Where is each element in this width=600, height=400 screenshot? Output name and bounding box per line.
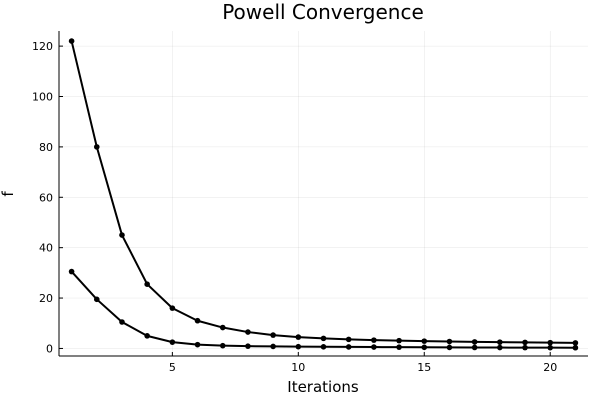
x-tick-label: 15 [417,361,431,374]
data-point [320,344,327,350]
tick-labels: 5 10 15 20 0 20 40 60 80 100 120 [32,40,557,374]
data-point [446,344,453,351]
data-point [421,344,428,351]
data-point [93,144,100,150]
data-point [421,338,428,344]
data-point [219,342,226,349]
data-point [497,344,503,351]
data-point [219,324,226,331]
y-tick-label: 20 [39,292,53,305]
data-point [371,344,377,350]
data-point [396,344,402,350]
data-point [119,232,125,238]
y-tick-label: 40 [39,242,53,255]
data-point [169,339,176,345]
data-point [345,336,352,343]
data-point [119,319,125,325]
data-point [345,344,352,350]
data-point [446,338,453,345]
x-tick-label: 5 [169,361,176,374]
data-point [572,344,579,351]
data-point [295,334,302,340]
y-tick-label: 80 [39,141,53,154]
data-point [93,296,100,303]
data-point [68,268,75,275]
data-point [144,333,150,339]
data-point [194,341,201,348]
data-point [144,281,150,287]
data-point [320,335,327,342]
series-1 [68,38,579,346]
data-point [396,337,402,344]
data-point [471,344,478,351]
y-tick-label: 100 [32,91,53,104]
x-axis-label: Iterations [287,378,359,396]
data-point [68,38,75,44]
series-2 [68,268,579,351]
chart-title: Powell Convergence [222,0,424,24]
y-tick-label: 60 [39,191,53,204]
data-point [194,317,201,324]
y-tick-label: 120 [32,40,53,53]
data-point [245,329,251,335]
data-point [270,332,276,338]
data-point [547,344,554,351]
data-point [295,343,302,350]
data-point [522,344,528,351]
data-point [497,339,503,345]
data-point [572,340,579,346]
data-point [169,305,176,311]
axes [58,31,588,357]
data-point [547,339,554,346]
x-tick-label: 10 [291,361,305,374]
data-point [371,337,377,343]
y-axis-label: f [0,191,17,197]
data-point [471,339,478,345]
data-point [245,343,251,349]
data-point [522,339,528,346]
x-tick-label: 20 [543,361,557,374]
series-layer [68,38,579,351]
y-tick-label: 0 [46,342,53,355]
data-point [270,343,276,350]
